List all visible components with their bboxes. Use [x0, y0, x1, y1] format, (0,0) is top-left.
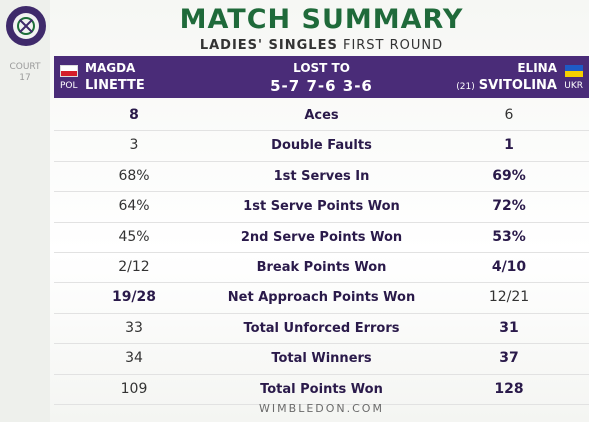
player2-first-name: ELINA [517, 61, 557, 75]
stat-player1-value: 109 [120, 380, 148, 397]
stat-player2-value: 53% [492, 228, 526, 245]
match-score: 5-7 7-6 3-6 [270, 77, 373, 95]
footer-url: WIMBLEDON.COM [259, 402, 384, 415]
ukraine-flag-icon [565, 65, 583, 77]
stat-player1-value: 3 [129, 137, 139, 154]
stat-player2-value: 72% [492, 198, 526, 215]
stat-player1-value: 64% [118, 198, 150, 215]
stat-player2-value: 1 [504, 137, 514, 154]
stats-table: 8 Aces 6 3 Double Faults 1 68% 1st Serves In 69%… [54, 101, 589, 405]
stat-player2-value: 6 [504, 107, 514, 123]
stat-label: Net Approach Points Won [227, 290, 416, 306]
stat-label: Total Points Won [260, 381, 383, 397]
stat-label: Break Points Won [256, 259, 387, 275]
stat-player2-value: 69% [492, 167, 526, 184]
match-header: POL MAGDA LINETTE LOST TO 5-7 7-6 3-6 EL… [54, 56, 589, 98]
stat-player2-value: 12/21 [488, 289, 530, 306]
player2-name-line: (21) SVITOLINA [456, 78, 557, 93]
stat-player1-value: 34 [125, 350, 143, 367]
court-column: COURT 17 [0, 0, 50, 422]
stat-label: Aces [304, 108, 339, 123]
stat-row: 68% 1st Serves In 69% [54, 162, 589, 193]
stat-label: 1st Serve Points Won [243, 199, 400, 215]
stat-label: 2nd Serve Points Won [240, 229, 403, 245]
stat-label: Total Winners [271, 351, 372, 367]
stat-player2-value: 128 [494, 380, 524, 397]
stat-player1-value: 19/28 [111, 289, 157, 306]
poland-flag-icon [60, 65, 78, 77]
stat-player1-value: 45% [118, 228, 150, 245]
stat-player2-value: 4/10 [491, 258, 527, 275]
stat-player2-value: 31 [499, 319, 519, 336]
court-number: 17 [19, 73, 31, 83]
court-label: COURT [9, 62, 41, 72]
player1-first-name: MAGDA [85, 61, 136, 75]
stat-row: 33 Total Unforced Errors 31 [54, 314, 589, 345]
stat-row: 34 Total Winners 37 [54, 344, 589, 375]
player1-country: POL [60, 81, 78, 91]
stat-label: Total Unforced Errors [243, 320, 400, 336]
stat-player1-value: 33 [125, 319, 143, 336]
event-round: FIRST ROUND [337, 38, 444, 53]
event-subtitle: LADIES' SINGLES FIRST ROUND [54, 38, 589, 53]
stat-row: 3 Double Faults 1 [54, 131, 589, 162]
page-title: MATCH SUMMARY [179, 4, 464, 35]
player2-seed: (21) [456, 82, 475, 92]
stat-row: 19/28 Net Approach Points Won 12/21 [54, 283, 589, 314]
stat-player1-value: 8 [129, 107, 139, 123]
stat-row: 64% 1st Serve Points Won 72% [54, 192, 589, 223]
stat-row: 2/12 Break Points Won 4/10 [54, 253, 589, 284]
player2-country: UKR [564, 81, 583, 91]
player2-last-name: SVITOLINA [478, 78, 557, 93]
stat-label: Double Faults [271, 138, 372, 154]
result-label: LOST TO [293, 61, 350, 75]
stat-row: 45% 2nd Serve Points Won 53% [54, 223, 589, 253]
stat-player1-value: 2/12 [118, 258, 150, 275]
player1-last-name: LINETTE [85, 78, 145, 93]
wimbledon-logo-icon [6, 6, 46, 46]
stat-player1-value: 68% [118, 167, 150, 184]
stat-row: 109 Total Points Won 128 [54, 375, 589, 405]
stat-row: 8 Aces 6 [54, 101, 589, 132]
event-name: LADIES' SINGLES [199, 38, 338, 53]
stat-label: 1st Serves In [273, 168, 370, 184]
stat-player2-value: 37 [499, 350, 519, 367]
